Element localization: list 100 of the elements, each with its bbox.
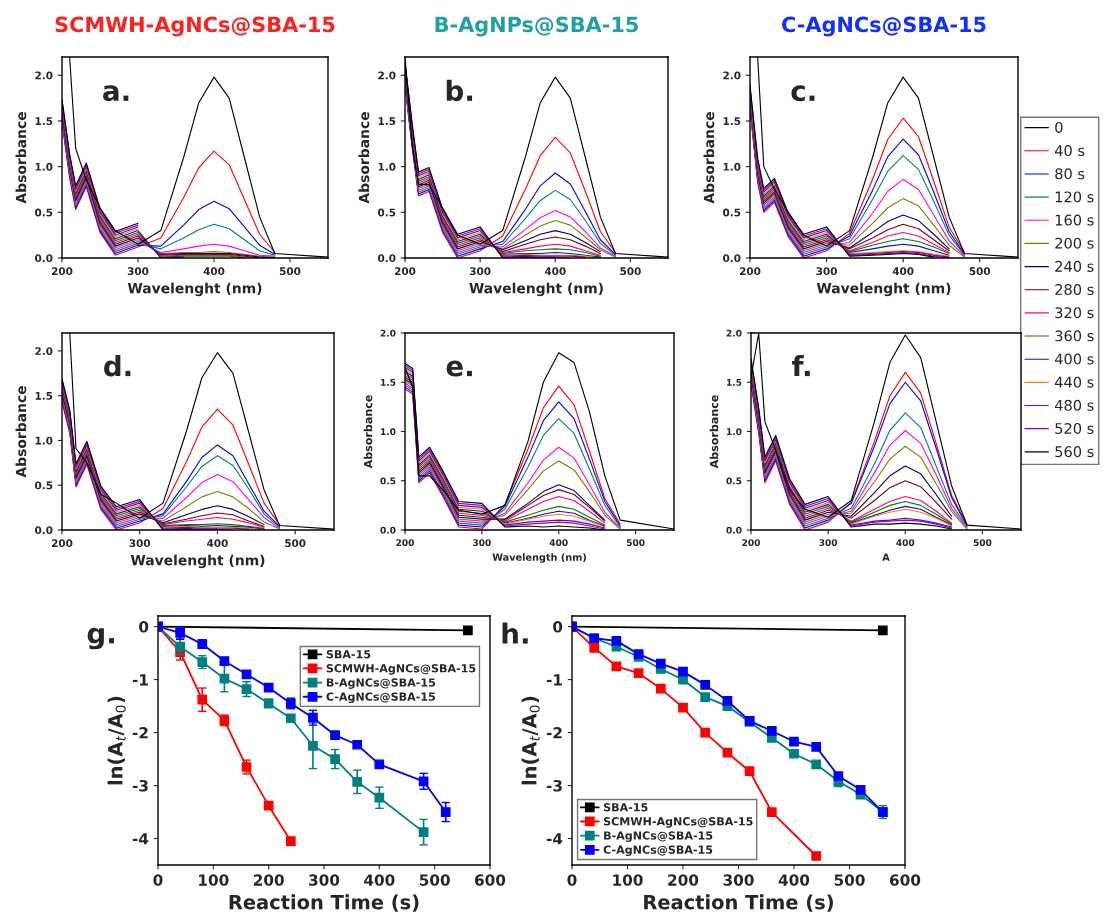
x-tick-label: 100: [613, 874, 643, 886]
y-tick-label: 0.0: [35, 526, 53, 535]
legend-label: 520 s: [1055, 422, 1094, 434]
x-tick-label: 200: [739, 267, 761, 276]
y-tick-label: -2: [132, 727, 148, 739]
legend-label: SCMWH-AgNCs@SBA-15: [326, 664, 476, 675]
y-tick-label: 0.0: [378, 254, 396, 263]
y-tick-label: 1.5: [35, 117, 53, 126]
x-tick-label: 500: [834, 874, 865, 886]
y-tick-label: 1.0: [35, 436, 53, 445]
x-axis-title: Reaction Time (s): [229, 894, 419, 912]
x-axis-title: A: [882, 553, 890, 561]
x-tick-label: 500: [973, 539, 992, 547]
y-tick-label: 0.5: [35, 208, 53, 217]
legend-label: 360 s: [1055, 330, 1094, 342]
legend-label: 320 s: [1055, 307, 1094, 319]
y-axis-title: Absorbance: [15, 386, 27, 478]
legend-label: 160 s: [1055, 214, 1094, 226]
y-tick-label: 2.0: [380, 329, 396, 337]
y-axis-title: Absorbance: [703, 112, 715, 204]
legend-label: 560 s: [1055, 446, 1094, 458]
chart-title: B-AgNPs@SBA-15: [435, 16, 638, 37]
x-axis-title: Wavelength (nm): [492, 553, 586, 563]
y-tick-label: 1.0: [727, 428, 742, 436]
x-tick-label: 300: [816, 267, 837, 276]
y-axis-title: Absorbance: [709, 395, 719, 469]
legend-label: 280 s: [1055, 284, 1094, 296]
legend-label: 40 s: [1054, 145, 1085, 157]
x-tick-label: 400: [203, 267, 225, 276]
y-tick-label: 0.5: [378, 208, 396, 217]
x-tick-label: 200: [394, 267, 416, 276]
x-tick-label: 400: [896, 539, 915, 547]
y-axis-title: ln(A$_{t}$/A$_{0}$): [107, 696, 126, 785]
annotation: f.: [792, 355, 810, 377]
y-tick-label: 0.0: [726, 526, 742, 534]
legend-label: SBA-15: [603, 803, 648, 812]
y-tick-label: 2.0: [35, 71, 53, 80]
chart-title: C-AgNCs@SBA-15: [782, 16, 986, 37]
y-axis-title: Absorbance: [363, 395, 373, 469]
y-tick-label: 0: [139, 621, 149, 633]
y-tick-label: 0.5: [380, 477, 396, 485]
y-tick-label: 2.0: [726, 329, 742, 337]
legend-label: SBA-15: [326, 649, 371, 659]
y-tick-label: 1.0: [723, 162, 741, 171]
x-tick-label: 500: [620, 267, 641, 276]
text: h.: [502, 622, 528, 644]
x-tick-label: 300: [723, 874, 754, 886]
x-tick-label: 600: [890, 874, 921, 886]
x-tick-label: 400: [207, 539, 228, 548]
legend-label: C-AgNCs@SBA-15: [326, 692, 435, 704]
x-tick-label: 600: [475, 874, 506, 886]
y-tick-label: -3: [546, 780, 562, 792]
y-tick-label: 2.0: [35, 347, 53, 356]
x-tick-label: 200: [668, 874, 699, 886]
x-tick-label: 200: [742, 539, 760, 547]
y-tick-label: 1.5: [35, 392, 53, 400]
y-tick-label: -2: [546, 727, 562, 739]
chart-title: SCMWH-AgNCs@SBA-15: [55, 16, 335, 37]
y-tick-label: 1.5: [723, 117, 741, 126]
x-tick-label: 300: [309, 874, 340, 886]
legend-label: B-AgNCs@SBA-15: [604, 831, 713, 842]
x-axis-title: Wavelenght (nm): [130, 554, 265, 569]
annotation: a.: [103, 85, 129, 102]
x-tick-label: 400: [364, 874, 395, 886]
x-tick-label: 400: [544, 267, 566, 276]
x-tick-label: 200: [396, 539, 414, 547]
y-tick-label: 0.0: [380, 526, 396, 534]
x-tick-label: 400: [778, 874, 810, 886]
annotation: b.: [446, 79, 473, 102]
x-tick-label: 300: [129, 539, 151, 548]
y-tick-label: 1.0: [378, 162, 396, 171]
annotation: d.: [104, 355, 131, 377]
legend-label: 480 s: [1054, 399, 1094, 411]
annotation: e.: [446, 360, 472, 377]
x-tick-label: 500: [285, 539, 306, 548]
y-tick-label: 1.5: [727, 379, 742, 386]
y-tick-label: 2.0: [723, 71, 741, 80]
x-tick-label: 200: [253, 874, 284, 886]
x-tick-label: 100: [199, 874, 229, 886]
x-tick-label: 0: [567, 874, 577, 886]
y-tick-label: 0.5: [723, 208, 741, 217]
x-tick-label: 300: [473, 539, 491, 547]
legend-label: C-AgNCs@SBA-15: [603, 845, 713, 857]
x-axis-title: Wavelenght (nm): [816, 282, 951, 297]
x-tick-label: 500: [419, 874, 450, 886]
x-tick-label: 500: [279, 267, 301, 276]
legend-label: 440 s: [1054, 376, 1094, 388]
y-axis-title: ln(A$_{t}$/A$_{0}$): [521, 696, 540, 785]
y-tick-label: -1: [132, 674, 148, 686]
legend-label: 400 s: [1054, 353, 1094, 365]
y-tick-label: 1.5: [378, 117, 396, 126]
y-tick-label: 0: [553, 621, 563, 633]
x-axis-title: Reaction Time (s): [644, 894, 833, 912]
y-tick-label: 0.5: [35, 481, 53, 490]
x-tick-label: 300: [819, 539, 838, 547]
y-tick-label: 2.0: [378, 71, 396, 80]
x-tick-label: 500: [626, 539, 645, 547]
x-tick-label: 500: [969, 267, 991, 276]
x-tick-label: 400: [549, 539, 568, 547]
legend-label: 240 s: [1055, 260, 1094, 272]
